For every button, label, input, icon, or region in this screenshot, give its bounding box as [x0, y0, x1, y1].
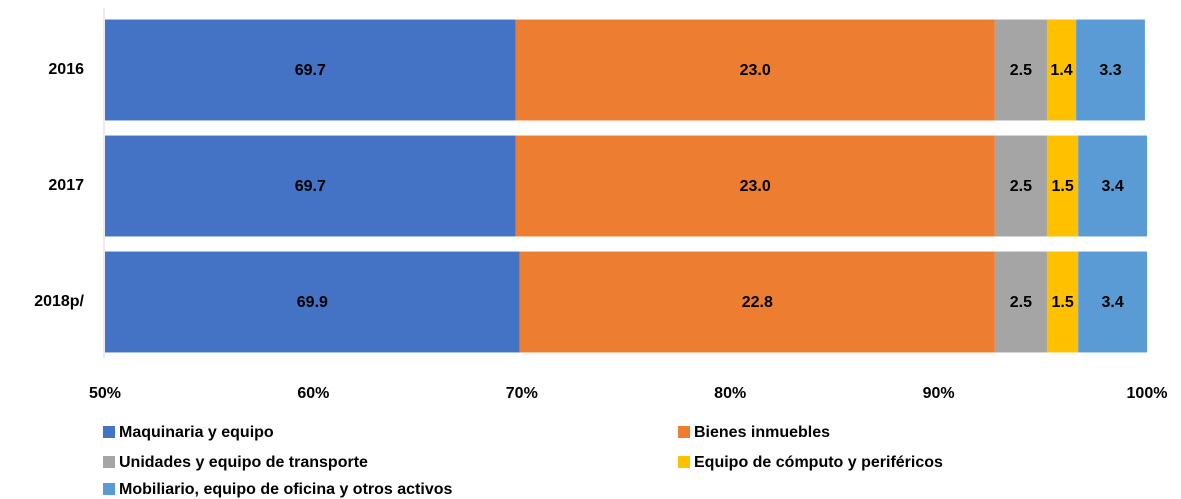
data-label: 69.9: [297, 294, 328, 311]
bar-segment: [1046, 135, 1079, 237]
legend-label: Equipo de cómputo y periféricos: [694, 454, 943, 471]
legend-swatch: [103, 456, 115, 468]
y-tick-label: 2017: [48, 177, 84, 194]
legend-swatch: [678, 456, 690, 468]
bar-segment: [994, 19, 1047, 121]
x-tick-label: 100%: [1127, 385, 1168, 402]
x-tick-label: 80%: [714, 385, 746, 402]
legend-swatch: [103, 426, 115, 438]
data-label: 23.0: [740, 62, 771, 79]
x-tick-label: 90%: [923, 385, 955, 402]
data-label: 3.4: [1101, 294, 1123, 311]
x-tick-label: 60%: [297, 385, 329, 402]
data-label: 2.5: [1010, 178, 1032, 195]
bar-segment: [994, 135, 1047, 237]
bar-segment: [1078, 135, 1147, 237]
bar-segment: [515, 19, 995, 121]
bar-segment: [1046, 19, 1077, 121]
bar-segment: [994, 251, 1047, 353]
legend-swatch: [678, 426, 690, 438]
legend-label: Unidades y equipo de transporte: [119, 454, 368, 471]
bar-segment: [1046, 251, 1079, 353]
x-tick-label: 50%: [89, 385, 121, 402]
y-tick-label: 2016: [48, 61, 84, 78]
bar-segment: [519, 251, 995, 353]
data-label: 3.3: [1099, 62, 1121, 79]
data-label: 1.4: [1050, 62, 1072, 79]
bar-segment: [515, 135, 995, 237]
data-label: 69.7: [295, 178, 326, 195]
y-tick-label: 2018p/: [34, 293, 84, 310]
legend-swatch: [103, 483, 115, 495]
x-tick-label: 70%: [506, 385, 538, 402]
data-label: 1.5: [1051, 294, 1073, 311]
legend-label: Bienes inmuebles: [694, 424, 830, 441]
legend-label: Mobiliario, equipo de oficina y otros ac…: [119, 481, 452, 498]
data-label: 22.8: [742, 294, 773, 311]
bar-segment: [105, 135, 516, 237]
data-label: 23.0: [740, 178, 771, 195]
data-label: 69.7: [295, 62, 326, 79]
data-label: 3.4: [1101, 178, 1123, 195]
legend-label: Maquinaria y equipo: [119, 424, 274, 441]
bar-segment: [105, 251, 520, 353]
data-label: 1.5: [1051, 178, 1073, 195]
data-label: 2.5: [1010, 294, 1032, 311]
data-label: 2.5: [1010, 62, 1032, 79]
bar-segment: [1076, 19, 1145, 121]
bar-segment: [105, 19, 516, 121]
bar-segment: [1078, 251, 1147, 353]
